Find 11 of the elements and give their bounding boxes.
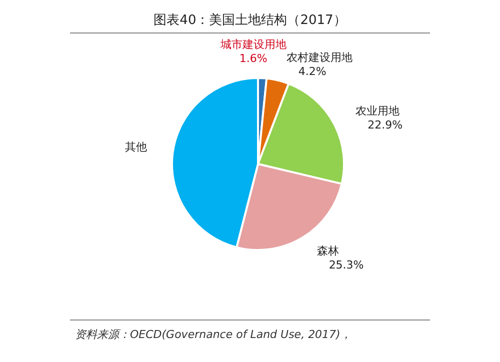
data-label: 1.6% [239, 52, 268, 65]
slice-label: 农业用地 [356, 104, 400, 118]
data-label: 4.2% [298, 64, 326, 78]
data-label: 25.3% [328, 258, 364, 272]
slice-label: 农村建设用地 [286, 50, 352, 64]
slice-label: 森林 [316, 244, 339, 258]
slice-label: 城市建设用地 [219, 38, 286, 51]
text: 资料来源：OECD(Governance of Land Use, 2017)， [75, 328, 352, 341]
slice-label: 其他 [124, 140, 147, 154]
chart-title: 图表40：美国土地结构（2017） [154, 12, 346, 28]
data-label: 22.9% [368, 118, 403, 132]
